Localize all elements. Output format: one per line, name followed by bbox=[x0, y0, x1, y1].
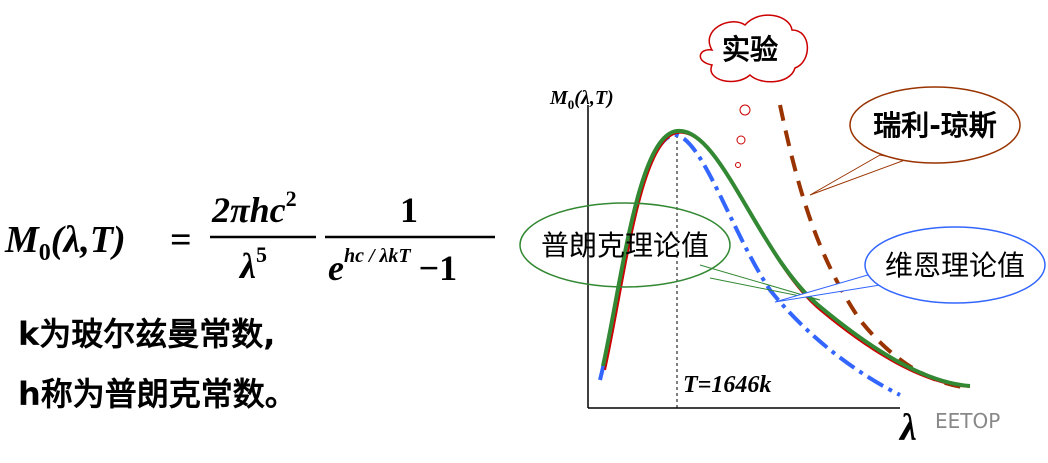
experiment-label: 实验 bbox=[722, 33, 778, 66]
pointer bbox=[809, 154, 907, 196]
equals: = bbox=[170, 219, 192, 261]
formula-lhs: M0(λ,T) bbox=[4, 219, 126, 266]
note: h称为普朗克常数。 bbox=[18, 375, 297, 413]
planck-label: 普朗克理论值 bbox=[541, 229, 709, 262]
denominator: ehc / λkT −1 bbox=[328, 245, 457, 288]
planck-curve bbox=[601, 128, 971, 388]
note: k为玻尔兹曼常数, bbox=[18, 315, 275, 353]
watermark: EETOP bbox=[935, 409, 1000, 433]
x-axis-label: λ bbox=[898, 407, 917, 449]
bubble bbox=[739, 104, 751, 116]
numerator: 2πhc2 bbox=[211, 186, 297, 230]
bubble bbox=[735, 162, 741, 168]
pointer bbox=[699, 264, 821, 301]
experiment-cloud bbox=[699, 14, 809, 83]
rayleigh-jeans-label: 瑞利-琼斯 bbox=[873, 109, 997, 142]
numerator: 1 bbox=[400, 190, 418, 230]
rayleigh-jeans-bubble bbox=[849, 86, 1021, 164]
planck-bubble bbox=[519, 202, 731, 288]
wien-bubble bbox=[864, 226, 1046, 304]
bubble bbox=[736, 135, 746, 145]
wien-curve bbox=[598, 132, 901, 397]
wien-label: 维恩理论值 bbox=[885, 249, 1025, 282]
pointer bbox=[774, 269, 886, 303]
y-axis-label: M0(λ,T) bbox=[549, 87, 614, 112]
temperature: T=1646k bbox=[683, 372, 771, 398]
denominator: λ5 bbox=[238, 242, 267, 286]
